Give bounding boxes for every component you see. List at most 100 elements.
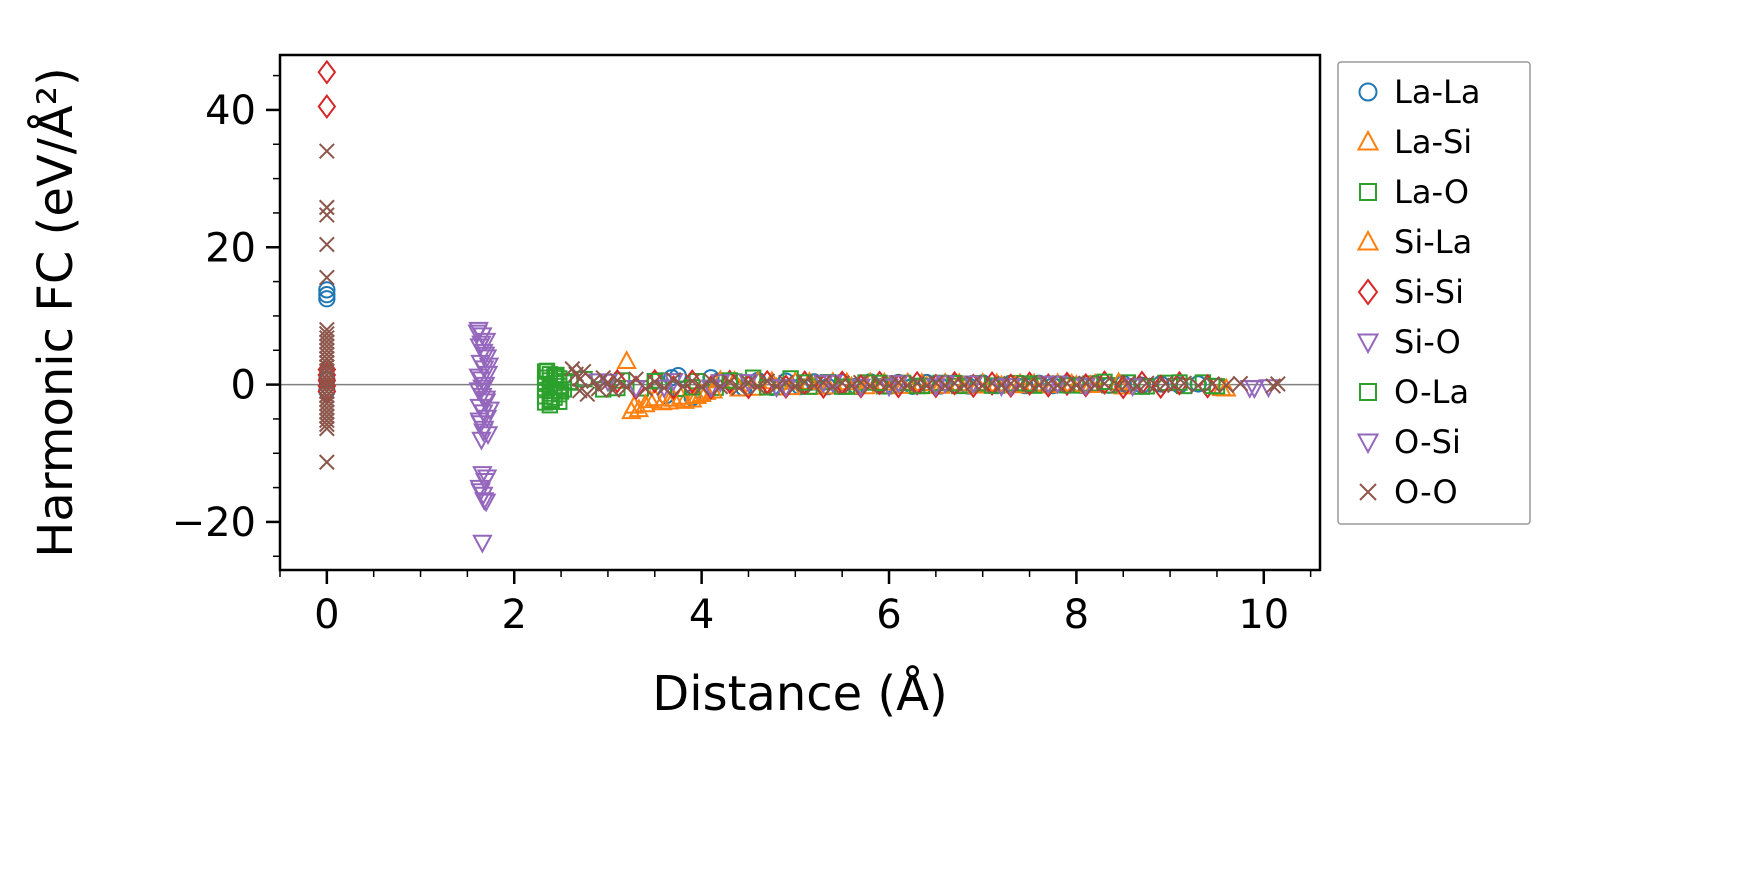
marker-x-icon [852,374,869,391]
marker-diamond-icon [1357,278,1379,306]
y-axis-label: Harmonic FC (eV/Å²) [27,67,84,557]
marker-circle-icon [318,290,336,308]
marker-square-icon [1359,183,1377,201]
marker-x-icon [1096,375,1113,392]
legend-entry: Si-O [1356,323,1461,361]
marker-x-icon [1040,375,1057,392]
x-axis-label: Distance (Å) [652,665,947,722]
legend-entry: Si-La [1356,223,1472,261]
marker-x-icon [1232,375,1249,392]
marker-x-icon [1265,378,1282,394]
marker-x-icon [918,378,935,394]
marker-x-icon [318,236,335,253]
marker-x-icon [1068,377,1085,394]
marker-triangle-down-icon [476,409,498,429]
marker-x-icon [1002,375,1019,392]
plot-area [317,59,1286,554]
marker-triangle-up-icon [1216,377,1237,397]
marker-x-icon [909,375,926,392]
marker-x-icon [740,374,757,391]
marker-triangle-up-icon [696,381,717,400]
marker-diamond-icon [945,370,964,396]
marker-triangle-down-icon [934,375,956,395]
marker-x-icon [318,416,335,433]
marker-circle-icon [1358,82,1378,102]
y-tick-label: 0 [231,363,256,409]
marker-diamond-icon [607,368,627,394]
marker-x-icon [318,454,335,471]
marker-diamond-icon [317,94,337,119]
marker-x-icon [956,377,972,394]
marker-x-icon [796,373,813,390]
marker-x-icon [579,386,596,403]
marker-x-icon [1176,375,1193,392]
marker-square-icon [744,369,762,386]
marker-x-icon [1148,377,1164,394]
marker-square-icon [1204,377,1221,395]
marker-x-icon [318,420,335,437]
marker-triangle-down-icon [475,390,497,410]
marker-x-icon [993,377,1010,394]
marker-x-icon [637,380,654,397]
marker-triangle-down-icon [473,423,494,443]
marker-x-icon [1049,377,1066,394]
marker-square-icon [1359,383,1377,401]
marker-triangle-down-icon [478,357,500,377]
marker-triangle-down-icon [475,332,497,352]
marker-triangle-down-icon [474,346,496,366]
marker-x-icon [834,374,851,391]
series-O-O [318,143,1286,471]
legend-label: Si-Si [1394,273,1464,311]
legend-entry: Si-Si [1357,273,1464,311]
marker-x-icon [1077,375,1094,392]
marker-x-icon [862,378,879,394]
marker-triangle-up-icon [635,393,656,413]
marker-x-icon [1218,377,1235,394]
marker-x-icon [871,374,888,391]
marker-x-icon [815,374,832,391]
marker-x-icon [721,373,738,390]
marker-x-icon [665,371,682,388]
marker-triangle-up-icon [1356,229,1380,251]
marker-triangle-down-icon [1356,333,1380,355]
marker-x-icon [1059,375,1075,392]
marker-triangle-down-icon [476,469,498,489]
marker-triangle-down-icon [471,335,492,355]
marker-x-icon [1204,376,1221,392]
marker-x-icon [890,374,907,391]
marker-triangle-down-icon [477,426,499,446]
axes-spines [278,53,1322,572]
y-tick-label: 20 [205,225,256,271]
marker-x-icon [984,375,1000,392]
marker-circle-icon [318,285,336,304]
marker-x-icon [824,378,841,395]
marker-x-icon [674,378,691,395]
marker-x-icon [1269,376,1286,392]
marker-triangle-up-icon [616,350,637,370]
x-tick-label: 0 [314,592,339,638]
marker-x-icon [1087,377,1104,394]
marker-diamond-icon [795,370,815,396]
legend-label: O-La [1394,373,1469,411]
x-tick-label: 2 [502,592,527,638]
legend: La-La La-Si La-O Si-La Si-Si Si-O O-La O-Si O-O [1337,61,1531,525]
marker-diamond-icon [682,369,702,394]
marker-x-icon [1031,377,1047,394]
marker-x-icon [937,377,954,394]
legend-entry: O-O [1359,473,1458,511]
marker-x-icon [927,374,944,391]
y-tick-label: −20 [172,500,256,546]
marker-x-icon [684,373,701,390]
legend-entry: O-Si [1356,423,1461,461]
marker-x-icon [1120,375,1136,392]
marker-x-icon [731,380,748,396]
marker-x-icon [318,199,335,216]
marker-triangle-up-icon [663,387,684,407]
marker-x-icon [1138,375,1155,392]
marker-x-icon [646,373,663,390]
marker-x-icon [1110,378,1127,394]
legend-label: La-O [1394,173,1469,211]
marker-triangle-down-icon [653,379,675,399]
marker-triangle-down-icon [1047,375,1068,395]
marker-x-icon [759,373,776,390]
